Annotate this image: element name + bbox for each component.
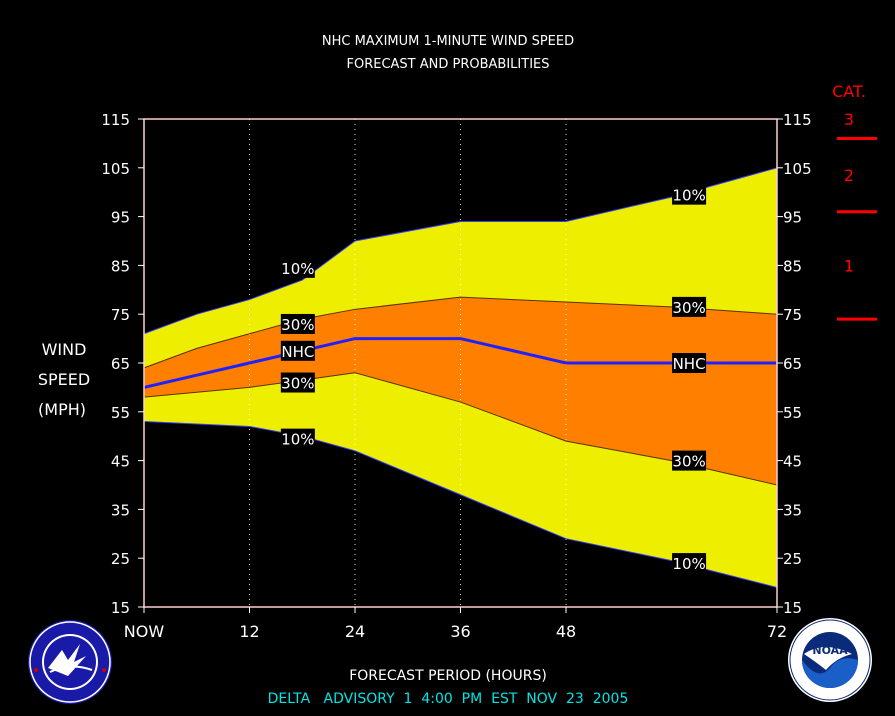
annotation-layer: 10% 30% NHC 30% 10% 10% 30% NHC 30% 10%: [280, 184, 707, 574]
y-tick-label-left: 35: [111, 501, 130, 519]
advisory-footer: DELTA ADVISORY 1 4:00 PM EST NOV 23 2005: [268, 691, 629, 707]
y-tick-label-right: 75: [783, 306, 802, 324]
band-label-text: 10%: [672, 187, 705, 205]
y-axis-label-line1: WIND: [42, 340, 87, 359]
chart-title: NHC MAXIMUM 1-MINUTE WIND SPEED: [322, 34, 574, 49]
band-upper-edge: [143, 167, 778, 335]
svg-text:NOAA: NOAA: [812, 644, 848, 657]
band-label-text: 30%: [672, 299, 705, 317]
band-label-text: 30%: [281, 375, 314, 393]
band-label: 10%: [280, 257, 315, 278]
category-scale: CAT. 1 2 3: [832, 82, 877, 321]
y-tick-label-right: 95: [783, 209, 802, 227]
x-tick-label: 36: [450, 622, 470, 641]
band-upper-edge: [143, 296, 778, 369]
y-tick-label-left: 105: [101, 160, 130, 178]
band-label: 30%: [280, 372, 315, 393]
band-label-box: [672, 450, 707, 471]
category-title: CAT.: [832, 82, 866, 101]
band-label-box: [672, 553, 707, 574]
x-tick-label: 12: [239, 622, 259, 641]
band-label-text: NHC: [281, 343, 314, 361]
band-label-box: [280, 372, 315, 393]
band-label-text: 10%: [672, 555, 705, 573]
y-tick-label-left: 25: [111, 550, 130, 568]
band-label-box: [280, 257, 315, 278]
x-tick-layer: NOW 12 24 36 48 72: [124, 607, 787, 641]
x-tick-label: 24: [345, 622, 365, 641]
y-tick-label-left: 85: [111, 257, 130, 275]
y-tick-label-right: 35: [783, 501, 802, 519]
y-tick-label-right: 45: [783, 453, 802, 471]
x-tick-label: NOW: [124, 622, 165, 641]
band-lower-edge: [143, 372, 778, 486]
y-axis-label-line2: SPEED: [38, 370, 90, 389]
band-label: NHC: [280, 340, 315, 361]
band-lower-edge: [143, 421, 778, 588]
y-tick-label-left: 55: [111, 404, 130, 422]
band-label-text: 10%: [281, 260, 314, 278]
band-label-text: NHC: [673, 355, 706, 373]
y-tick-label-right: 115: [783, 111, 812, 129]
band-label: 30%: [672, 296, 707, 317]
noaa-logo: NOAA: [788, 618, 872, 702]
y-tick-label-left: 95: [111, 209, 130, 227]
band-label-box: [280, 313, 315, 334]
y-tick-label-right: 85: [783, 257, 802, 275]
y-tick-label-right: 25: [783, 550, 802, 568]
y-tick-layer: 15 15 25 25 35 35 45 45 55 55 65 65 75 75 85 85 95 95 105 1…: [101, 111, 811, 617]
y-tick-label-right: 105: [783, 160, 812, 178]
category-label: 1: [844, 256, 854, 275]
band-label-box: [672, 353, 707, 373]
band-label-box: [280, 428, 315, 449]
x-tick-label: 48: [556, 622, 576, 641]
chart-subtitle: FORECAST AND PROBABILITIES: [347, 57, 550, 72]
band-label: 10%: [280, 428, 315, 449]
nhc-forecast-line: [143, 337, 777, 389]
y-tick-label-left: 115: [101, 111, 130, 129]
y-tick-label-left: 45: [111, 453, 130, 471]
y-axis-label-line3: (MPH): [38, 400, 86, 419]
band-label: 30%: [280, 313, 315, 334]
band-label-text: 10%: [281, 431, 314, 449]
y-tick-label-left: 65: [111, 355, 130, 373]
y-tick-label-right: 65: [783, 355, 802, 373]
category-label: 3: [844, 110, 854, 129]
band-label: 30%: [672, 450, 707, 471]
band-label-box: [672, 184, 707, 205]
y-tick-label-left: 75: [111, 306, 130, 324]
band-label: 10%: [672, 184, 707, 205]
band-label: 10%: [672, 553, 707, 574]
x-tick-label: 72: [767, 622, 787, 641]
band-label-text: 30%: [672, 453, 705, 471]
band-label-text: 30%: [281, 316, 314, 334]
category-label: 2: [844, 166, 854, 185]
band-label-box: [672, 296, 707, 317]
nws-logo: [28, 620, 112, 704]
band-label: NHC: [672, 353, 707, 373]
y-tick-label-right: 15: [783, 599, 802, 617]
y-tick-label-left: 15: [111, 599, 130, 617]
band-label-box: [280, 340, 315, 361]
y-tick-label-right: 55: [783, 404, 802, 422]
x-axis-label: FORECAST PERIOD (HOURS): [349, 668, 547, 684]
lines-layer: [143, 167, 778, 588]
